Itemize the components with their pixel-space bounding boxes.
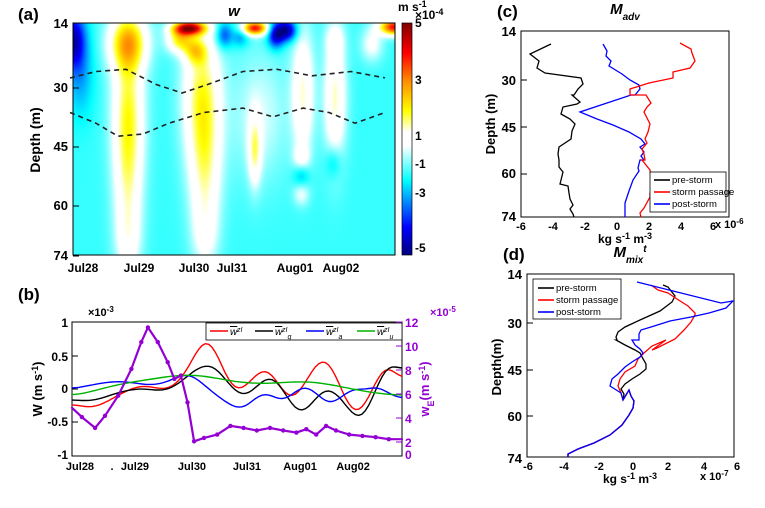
svg-text:-0.5: -0.5 <box>47 415 68 429</box>
svg-text:45: 45 <box>508 363 522 378</box>
svg-text:pre-storm: pre-storm <box>672 175 713 186</box>
svg-text:x 10-7: x 10-7 <box>700 469 729 483</box>
svg-text:-4: -4 <box>559 461 570 473</box>
svg-text:×10-4: ×10-4 <box>415 7 443 22</box>
svg-text:14: 14 <box>502 24 517 39</box>
svg-text:Jul31: Jul31 <box>233 461 261 473</box>
svg-text:Jul30: Jul30 <box>178 461 206 473</box>
svg-text:Aug02: Aug02 <box>336 461 370 473</box>
svg-text:-3: -3 <box>415 186 426 200</box>
svg-text:.: . <box>110 461 113 473</box>
svg-text:(b): (b) <box>18 285 40 304</box>
svg-text:60: 60 <box>54 198 68 213</box>
svg-text:0: 0 <box>405 448 412 462</box>
svg-text:0: 0 <box>61 382 68 396</box>
svg-text:12: 12 <box>405 316 419 330</box>
svg-text:0.5: 0.5 <box>51 350 68 364</box>
svg-text:-1: -1 <box>415 157 426 171</box>
svg-text:Aug01: Aug01 <box>277 261 314 275</box>
svg-text:Jul30: Jul30 <box>179 261 210 275</box>
svg-text:6: 6 <box>405 388 412 402</box>
svg-text:Depth (m): Depth (m) <box>27 107 43 172</box>
svg-text:2: 2 <box>665 461 671 473</box>
svg-text:8: 8 <box>405 364 412 378</box>
svg-text:-6: -6 <box>516 221 526 233</box>
svg-text:-6: -6 <box>523 461 533 473</box>
svg-text:Aug02: Aug02 <box>323 261 360 275</box>
svg-text:Jul31: Jul31 <box>217 261 248 275</box>
svg-text:(d): (d) <box>503 245 525 264</box>
svg-text:Madv: Madv <box>610 1 641 23</box>
svg-text:(c): (c) <box>497 2 518 21</box>
svg-text:1: 1 <box>415 129 422 143</box>
svg-text:zI: zI <box>236 327 243 334</box>
svg-text:Jul28: Jul28 <box>68 261 99 275</box>
svg-text:45: 45 <box>502 120 516 135</box>
svg-text:W (m s-1): W (m s-1) <box>30 362 45 417</box>
svg-text:-1: -1 <box>57 448 68 462</box>
svg-text:Jul29: Jul29 <box>121 461 149 473</box>
svg-text:74: 74 <box>508 451 523 466</box>
svg-text:-2: -2 <box>580 221 590 233</box>
svg-text:60: 60 <box>502 166 516 181</box>
svg-text:4: 4 <box>405 412 412 426</box>
svg-text:storm passage: storm passage <box>556 295 618 306</box>
svg-text:Aug01: Aug01 <box>283 461 317 473</box>
svg-text:Depth (m): Depth (m) <box>483 94 498 155</box>
svg-text:×10-3: ×10-3 <box>88 305 114 319</box>
svg-text:1: 1 <box>61 316 68 330</box>
svg-text:-4: -4 <box>548 221 559 233</box>
svg-text:30: 30 <box>508 316 522 331</box>
svg-text:74: 74 <box>54 248 69 263</box>
svg-text:post-storm: post-storm <box>672 199 717 210</box>
svg-text:pre-storm: pre-storm <box>556 283 597 294</box>
svg-text:3: 3 <box>415 73 422 87</box>
svg-text:10: 10 <box>405 340 419 354</box>
svg-text:Depth(m): Depth(m) <box>489 338 504 395</box>
svg-text:x 10-6: x 10-6 <box>715 217 744 231</box>
svg-text:w: w <box>228 3 241 20</box>
svg-text:30: 30 <box>54 80 68 95</box>
svg-text:wE(m s-1): wE(m s-1) <box>417 361 436 417</box>
svg-text:4: 4 <box>678 221 685 233</box>
svg-text:45: 45 <box>54 139 68 154</box>
svg-text:post-storm: post-storm <box>556 307 601 318</box>
svg-text:Jul29: Jul29 <box>124 261 155 275</box>
svg-text:kg s-1 m-3: kg s-1 m-3 <box>603 471 657 486</box>
svg-text:×10-5: ×10-5 <box>430 305 456 319</box>
svg-text:-5: -5 <box>415 241 426 255</box>
svg-text:14: 14 <box>508 267 523 282</box>
svg-text:(a): (a) <box>18 5 39 24</box>
svg-text:74: 74 <box>502 209 517 224</box>
svg-text:60: 60 <box>508 409 522 424</box>
svg-text:Mmixt: Mmixt <box>613 244 647 266</box>
svg-text:30: 30 <box>502 73 516 88</box>
svg-text:storm passage: storm passage <box>672 187 734 198</box>
svg-text:14: 14 <box>54 16 69 31</box>
svg-text:6: 6 <box>734 461 740 473</box>
svg-text:Jul28: Jul28 <box>66 461 94 473</box>
